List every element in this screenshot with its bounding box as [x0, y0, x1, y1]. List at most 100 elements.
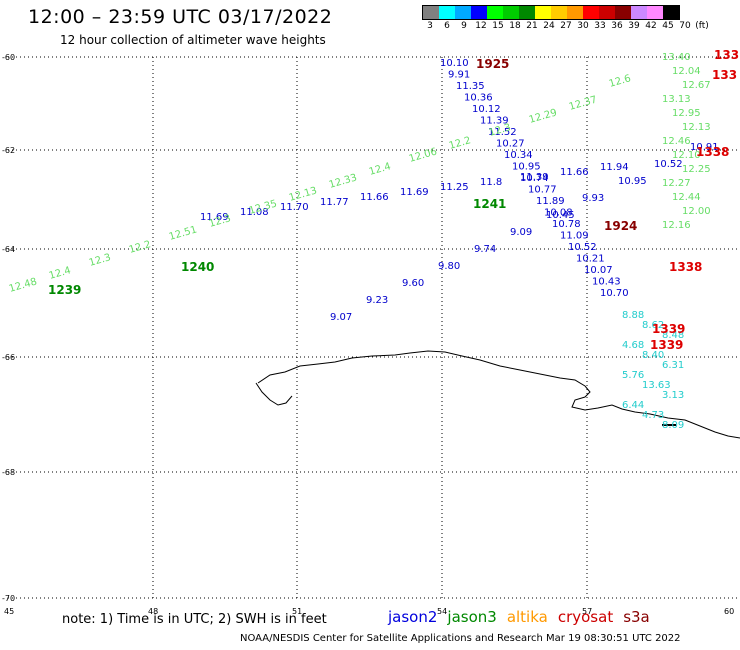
swh-value: 12.2 — [448, 135, 472, 152]
swh-value: 12.6 — [608, 73, 632, 90]
legend-entry: s3a — [623, 608, 650, 626]
swh-value: 12.29 — [528, 107, 559, 125]
swh-value: 9.74 — [474, 244, 496, 255]
scale-swatch — [535, 6, 551, 19]
swh-value: 10.74 — [520, 173, 549, 184]
swh-value: 10.52 — [654, 159, 683, 170]
swh-value: 11.35 — [456, 81, 485, 92]
pass-time-label: 1924 — [604, 219, 637, 233]
swh-value: 9.80 — [438, 261, 460, 272]
page-subtitle: 12 hour collection of altimeter wave hei… — [60, 33, 326, 47]
lon-label: 54 — [437, 607, 447, 616]
scale-label: 15 — [492, 21, 504, 31]
swh-value: 11.94 — [600, 162, 629, 173]
swh-value: 10.21 — [576, 254, 605, 265]
scale-swatch — [439, 6, 455, 19]
swh-value: 5.76 — [622, 370, 644, 381]
swh-value: 10.34 — [504, 150, 533, 161]
swh-value: 12.33 — [328, 172, 359, 190]
scale-swatch — [487, 6, 503, 19]
swh-value: 11.25 — [440, 182, 469, 193]
lat-label: -62 — [2, 146, 15, 155]
longitude-labels: 45 48 51 54 57 60 — [4, 607, 734, 616]
swh-value: 12.04 — [672, 66, 701, 77]
lon-label: 60 — [724, 607, 734, 616]
pass-time-label: 1338 — [669, 260, 702, 274]
swh-value: 8.40 — [642, 350, 664, 361]
swh-value: 9.93 — [582, 193, 604, 204]
swh-value: 11.52 — [488, 127, 517, 138]
scale-swatch — [423, 6, 439, 19]
swh-value: 11.8 — [480, 177, 502, 188]
swh-value: 12.4 — [368, 161, 392, 178]
swh-value: 6.31 — [662, 360, 684, 371]
swh-value: 4.68 — [622, 340, 644, 351]
swh-value: 11.77 — [320, 197, 349, 208]
swh-value: 13.40 — [662, 52, 691, 63]
scale-swatch — [647, 6, 663, 19]
swh-value: 12.48 — [8, 276, 39, 294]
coastline — [257, 350, 740, 439]
swh-value: 11.66 — [360, 192, 389, 203]
scale-label: 45 — [662, 21, 674, 31]
swh-value: 12.16 — [662, 220, 691, 231]
swh-value: 8.88 — [622, 310, 644, 321]
lon-label: 51 — [292, 607, 302, 616]
swh-value: 10.08 — [544, 208, 573, 219]
swh-value: 10.52 — [568, 242, 597, 253]
pass-time-label: 133 — [714, 48, 739, 62]
swh-value: 6.44 — [622, 400, 644, 411]
swh-value: 12.10 — [672, 150, 701, 161]
scale-swatch — [631, 6, 647, 19]
swh-value: 11.39 — [520, 172, 549, 183]
scale-label: 9 — [461, 21, 467, 31]
swh-value: 10.07 — [584, 265, 613, 276]
scale-label: 21 — [526, 21, 538, 31]
swh-value: 12.27 — [662, 178, 691, 189]
lon-label: 57 — [582, 607, 592, 616]
swh-value: 11.09 — [560, 231, 589, 242]
swh-value: 10.70 — [600, 288, 629, 299]
coastline-island — [255, 382, 293, 406]
swh-value: 12.4 — [48, 265, 72, 282]
scale-label: 30 — [577, 21, 589, 31]
graticule — [8, 56, 740, 600]
swh-value: 11.39 — [480, 116, 509, 127]
swh-value: 8.62 — [642, 320, 664, 331]
swh-value: 12.51 — [168, 224, 199, 242]
swh-value: 10.95 — [512, 162, 541, 173]
swh-value: 13.63 — [642, 380, 671, 391]
scale-label: 12 — [475, 21, 487, 31]
scale-swatch — [455, 6, 471, 19]
swh-value: 12.3 — [88, 252, 112, 269]
scale-label: 3 — [427, 21, 433, 31]
swh-value: 10.45 — [546, 210, 575, 221]
scale-swatch — [519, 6, 535, 19]
scale-label: 70 — [679, 21, 691, 31]
swh-value: 10.78 — [552, 219, 581, 230]
swh-value: 9.07 — [330, 312, 352, 323]
swh-value: 12.67 — [682, 80, 711, 91]
lat-label: -60 — [2, 53, 15, 62]
pass-time-label: 1240 — [181, 260, 214, 274]
scale-label: 39 — [628, 21, 640, 31]
swh-value: 12.2 — [128, 239, 152, 256]
swh-value: 12.00 — [682, 206, 711, 217]
swh-value: 11.69 — [200, 212, 229, 223]
pass-time-label: 133 — [712, 68, 737, 82]
satellite-legend: jason2 jason3 altika cryosat s3a — [388, 608, 660, 626]
swh-value: 10.43 — [592, 277, 621, 288]
swh-value: 12.25 — [682, 164, 711, 175]
swh-value: 10.10 — [440, 58, 469, 69]
pass-times: 1925192412411240123913381338133913391331… — [48, 48, 739, 352]
scale-label: 42 — [645, 21, 657, 31]
scale-swatch — [503, 6, 519, 19]
swh-value: 11.69 — [400, 187, 429, 198]
pass-time-label: 1339 — [652, 322, 685, 336]
pass-time-label: 1239 — [48, 283, 81, 297]
swh-value: 10.36 — [464, 93, 493, 104]
swh-value: 9.60 — [402, 278, 424, 289]
swh-value: 8.09 — [662, 420, 684, 431]
scale-swatch — [567, 6, 583, 19]
